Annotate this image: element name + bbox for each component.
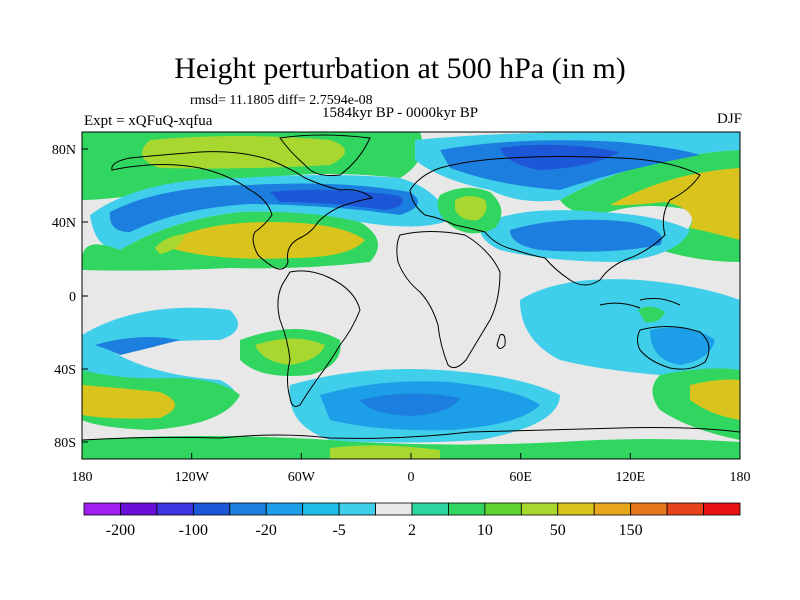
south-america-positive-core <box>255 338 325 365</box>
coastlines <box>82 134 740 441</box>
period-label: 1584kyr BP - 0000kyr BP <box>322 105 479 121</box>
south-america-coastline <box>277 270 361 407</box>
north-pacific-positive-inner <box>155 234 185 254</box>
antarctic-positive-core <box>330 445 440 459</box>
south-pacific-negative-core <box>95 336 180 355</box>
south-indian-positive-core <box>690 379 740 420</box>
colorbar-swatch <box>265 502 304 516</box>
mediterranean-positive-core <box>455 196 487 221</box>
lon-tick-label: 0 <box>408 470 415 485</box>
colorbar-swatch <box>83 502 121 516</box>
arctic-positive-core <box>142 136 345 169</box>
latitude-axis: 80N 40N 0 40S 80S <box>52 143 88 451</box>
indian-ocean-negative-core <box>650 327 715 365</box>
colorbar-swatch <box>593 502 632 516</box>
colorbar: -200 -100 -20 -5 2 10 50 150 <box>83 502 741 539</box>
colorbar-swatch <box>411 502 449 516</box>
colorbar-swatch <box>520 502 559 516</box>
colorbar-label: -200 <box>106 522 135 539</box>
lat-tick-label: 40S <box>54 363 76 378</box>
colorbar-swatch <box>302 502 340 516</box>
lat-tick-label: 80S <box>54 436 76 451</box>
maritime-continent-positive <box>638 306 665 323</box>
colorbar-label: -5 <box>332 522 345 539</box>
colorbar-label: 10 <box>477 522 493 539</box>
colorbar-swatch <box>557 502 595 516</box>
south-pacific-positive-core <box>82 385 175 419</box>
antarctica-coastline <box>82 427 740 441</box>
colorbar-swatch <box>630 502 668 516</box>
eurasia-coastline <box>409 156 701 286</box>
map-field <box>82 132 740 459</box>
indonesia-coastline <box>599 297 681 309</box>
siberia-deep-core <box>500 144 620 170</box>
colorbar-label: 2 <box>408 522 416 539</box>
colorbar-swatch <box>375 502 413 516</box>
south-atlantic-deep-core <box>360 393 460 416</box>
north-atlantic-deep-core <box>270 189 403 210</box>
experiment-label: Expt = xQFuQ-xqfua <box>84 113 213 129</box>
colorbar-label: -20 <box>256 522 277 539</box>
australia-coastline <box>637 326 710 370</box>
longitude-axis: 180 120W 60W 0 60E 120E 180 <box>72 453 751 485</box>
east-asia-positive-core <box>610 168 740 240</box>
colorbar-swatch <box>703 502 741 516</box>
colorbar-swatch <box>484 502 522 516</box>
colorbar-swatch <box>192 502 231 516</box>
lat-tick-label: 0 <box>69 290 76 305</box>
africa-coastline <box>396 231 501 369</box>
colorbar-swatch <box>448 502 486 516</box>
colorbar-swatch <box>229 502 267 516</box>
central-asia-negative-core <box>510 219 662 252</box>
lat-tick-label: 80N <box>52 143 76 158</box>
colorbar-swatch <box>666 502 704 516</box>
rmsd-diff-label: rmsd= 11.1805 diff= 2.7594e-08 <box>190 93 373 108</box>
lon-tick-label: 60E <box>509 470 532 485</box>
lon-tick-label: 120E <box>616 470 646 485</box>
colorbar-swatch <box>338 502 376 516</box>
map-title: Height perturbation at 500 hPa (in m) <box>174 52 626 85</box>
colorbar-swatch <box>156 502 194 516</box>
madagascar-coastline <box>496 334 506 349</box>
greenland-coastline <box>279 134 371 176</box>
colorbar-swatch <box>120 502 158 516</box>
colorbar-label: 50 <box>550 522 566 539</box>
lon-tick-label: 60W <box>288 470 316 485</box>
lon-tick-label: 180 <box>72 470 93 485</box>
north-pacific-positive-core <box>160 222 365 259</box>
colorbar-label: -100 <box>179 522 208 539</box>
lon-tick-label: 120W <box>175 470 210 485</box>
season-label: DJF <box>716 111 742 127</box>
colorbar-label: 150 <box>619 522 643 539</box>
north-america-coastline <box>111 151 374 270</box>
lon-tick-label: 180 <box>730 470 751 485</box>
lat-tick-label: 40N <box>52 216 76 231</box>
